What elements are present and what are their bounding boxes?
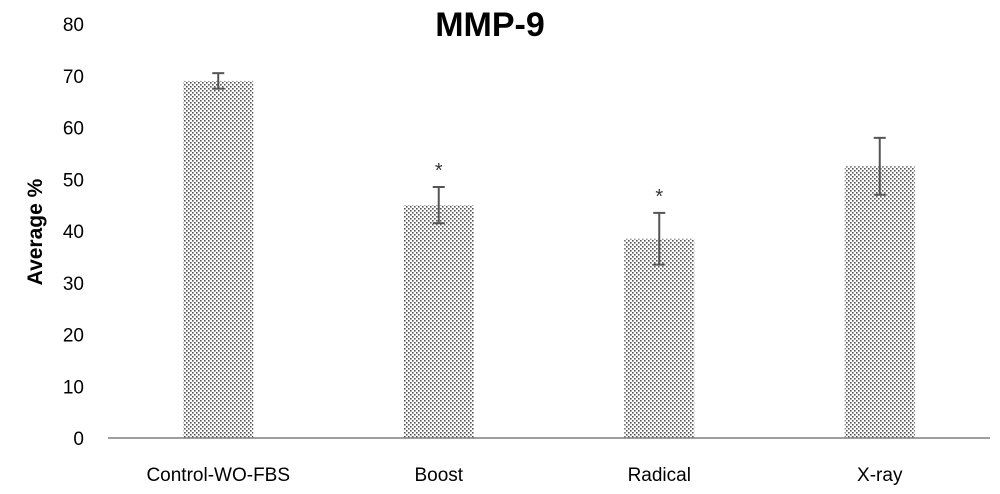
y-tick-label: 10: [63, 377, 84, 398]
x-category-label: X-ray: [857, 465, 903, 486]
error-bar: [212, 72, 225, 90]
y-tick-label: 70: [63, 67, 84, 88]
y-tick-label: 80: [63, 15, 84, 36]
y-tick-label: 0: [73, 429, 84, 450]
error-bar: [432, 186, 445, 225]
bar-boost: [403, 205, 474, 438]
x-axis-categories: Control-WO-FBS Boost Radical X-ray: [146, 465, 902, 486]
error-bar: [653, 211, 666, 266]
significance-asterisk: *: [435, 160, 443, 182]
bar-x-ray: [844, 166, 915, 438]
y-axis-label: Average %: [24, 178, 47, 285]
y-tick-label: 20: [63, 326, 84, 347]
bar-radical: [624, 238, 695, 438]
chart-title: MMP-9: [435, 6, 545, 44]
y-tick-label: 50: [63, 170, 84, 191]
significance-marks: **: [435, 160, 664, 208]
bars: [183, 80, 915, 439]
x-category-label: Control-WO-FBS: [146, 465, 290, 486]
x-category-label: Radical: [628, 465, 691, 486]
y-axis-ticks: 0 10 20 30 40 50 60 70 80: [63, 15, 84, 450]
significance-asterisk: *: [655, 186, 663, 208]
y-tick-label: 40: [63, 222, 84, 243]
error-bar: [873, 136, 886, 196]
y-tick-label: 60: [63, 119, 84, 140]
error-bars: [212, 72, 886, 266]
y-tick-label: 30: [63, 274, 84, 295]
bar-control-wo-fbs: [183, 80, 254, 439]
x-category-label: Boost: [414, 465, 463, 486]
